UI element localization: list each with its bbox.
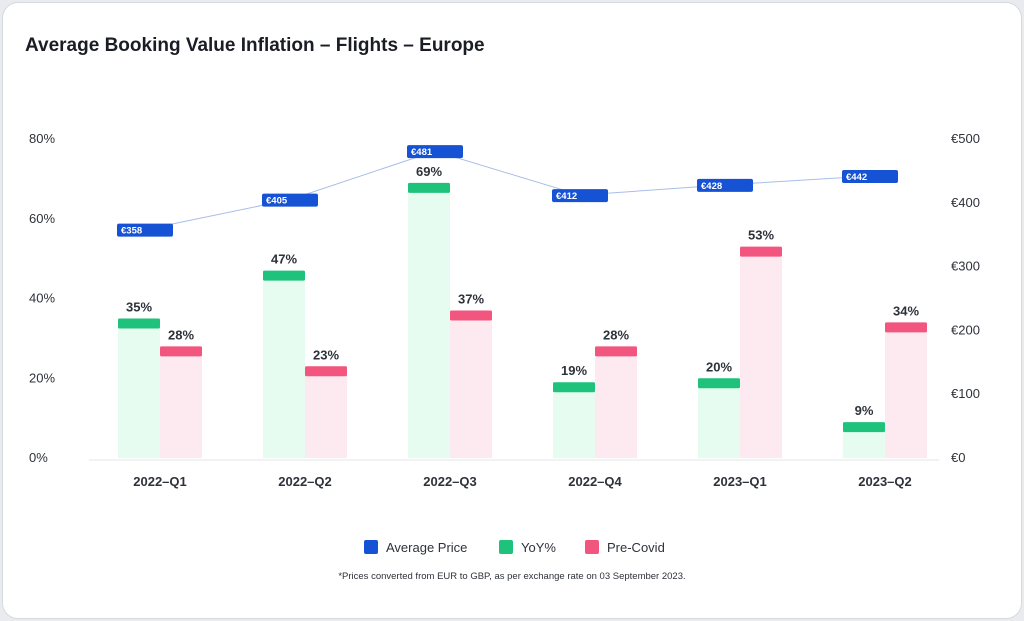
- legend-label: YoY%: [521, 540, 556, 555]
- yoy-bar: [118, 318, 160, 458]
- price-point-badge: [262, 193, 318, 207]
- yoy-bar-cap: [118, 318, 160, 329]
- yoy-bar: [698, 378, 740, 458]
- left-tick-label: 80%: [29, 131, 55, 146]
- price-line-layer: €358 €405 €481 €412 €428 €442: [117, 145, 898, 237]
- bars-layer: 35% 47% 69% 19% 20% 9% 28% 23% 37% 28% 53% 34%: [118, 164, 927, 459]
- yoy-bar-label: 35%: [126, 299, 152, 314]
- right-tick-label: €200: [951, 322, 980, 337]
- legend-swatch: [364, 540, 378, 554]
- category-label: 2022–Q4: [568, 474, 622, 489]
- category-label: 2023–Q2: [858, 474, 912, 489]
- precovid-bar-label: 28%: [168, 327, 194, 342]
- yoy-bar: [408, 182, 450, 459]
- yoy-bar-cap: [263, 270, 305, 281]
- legend-label: Pre-Covid: [607, 540, 665, 555]
- price-point-label: €481: [411, 147, 433, 158]
- right-tick-label: €300: [951, 259, 980, 274]
- yoy-bar-label: 47%: [271, 252, 297, 267]
- price-point-badge: [697, 178, 753, 192]
- price-point-label: €358: [121, 226, 142, 237]
- price-point-badge: [407, 145, 463, 159]
- right-tick-label: €0: [951, 450, 965, 465]
- yoy-bar-cap: [408, 182, 450, 193]
- yoy-bar-label: 20%: [706, 359, 732, 374]
- yoy-bar-cap: [698, 378, 740, 389]
- chart-title: Average Booking Value Inflation – Flight…: [25, 35, 485, 56]
- price-point-label: €428: [701, 181, 722, 192]
- precovid-bar: [595, 346, 637, 458]
- precovid-bar-label: 23%: [313, 347, 339, 362]
- right-tick-label: €100: [951, 386, 980, 401]
- price-point-badge: [842, 170, 898, 184]
- left-tick-label: 40%: [29, 291, 55, 306]
- yoy-bar-cap: [843, 422, 885, 433]
- left-axis: 0% 20% 40% 60% 80%: [29, 131, 55, 465]
- precovid-bar-cap: [305, 366, 347, 377]
- legend-swatch: [585, 540, 599, 554]
- precovid-bar-label: 28%: [603, 327, 629, 342]
- right-tick-label: €400: [951, 195, 980, 210]
- category-label: 2022–Q2: [278, 474, 332, 489]
- precovid-bar: [160, 346, 202, 458]
- precovid-bar-cap: [160, 346, 202, 357]
- footnote: *Prices converted from EUR to GBP, as pe…: [338, 571, 685, 582]
- legend-swatch: [499, 540, 513, 554]
- precovid-bar: [885, 322, 927, 458]
- category-label: 2023–Q1: [713, 474, 767, 489]
- legend: Average Price YoY% Pre-Covid: [364, 540, 665, 555]
- category-label: 2022–Q3: [423, 474, 477, 489]
- precovid-bar-cap: [595, 346, 637, 357]
- yoy-bar: [553, 382, 595, 458]
- yoy-bar-label: 69%: [416, 164, 442, 179]
- price-point-badge: [117, 223, 173, 237]
- category-label: 2022–Q1: [133, 474, 187, 489]
- precovid-bar-label: 37%: [458, 291, 484, 306]
- left-tick-label: 0%: [29, 450, 48, 465]
- chart-svg: Average Booking Value Inflation – Flight…: [25, 35, 980, 582]
- precovid-bar-cap: [740, 246, 782, 257]
- precovid-bar: [740, 246, 782, 458]
- price-point-label: €442: [846, 172, 867, 183]
- average-price-line: [144, 150, 871, 231]
- left-tick-label: 20%: [29, 370, 55, 385]
- right-tick-label: €500: [951, 131, 980, 146]
- yoy-bar-cap: [553, 382, 595, 393]
- right-axis: €0 €100 €200 €300 €400 €500: [951, 131, 980, 465]
- yoy-bar: [263, 270, 305, 458]
- legend-label: Average Price: [386, 540, 467, 555]
- precovid-bar-cap: [885, 322, 927, 333]
- category-axis: 2022–Q1 2022–Q2 2022–Q3 2022–Q4 2023–Q1 2023–…: [133, 474, 912, 489]
- precovid-bar-label: 34%: [893, 303, 919, 318]
- price-point-badge: [552, 189, 608, 203]
- precovid-bar-cap: [450, 310, 492, 321]
- yoy-bar-label: 19%: [561, 363, 587, 378]
- precovid-bar: [450, 310, 492, 458]
- precovid-bar: [305, 366, 347, 458]
- price-point-label: €412: [556, 191, 577, 202]
- price-point-label: €405: [266, 196, 288, 207]
- yoy-bar-label: 9%: [855, 403, 874, 418]
- precovid-bar-label: 53%: [748, 228, 774, 243]
- left-tick-label: 60%: [29, 211, 55, 226]
